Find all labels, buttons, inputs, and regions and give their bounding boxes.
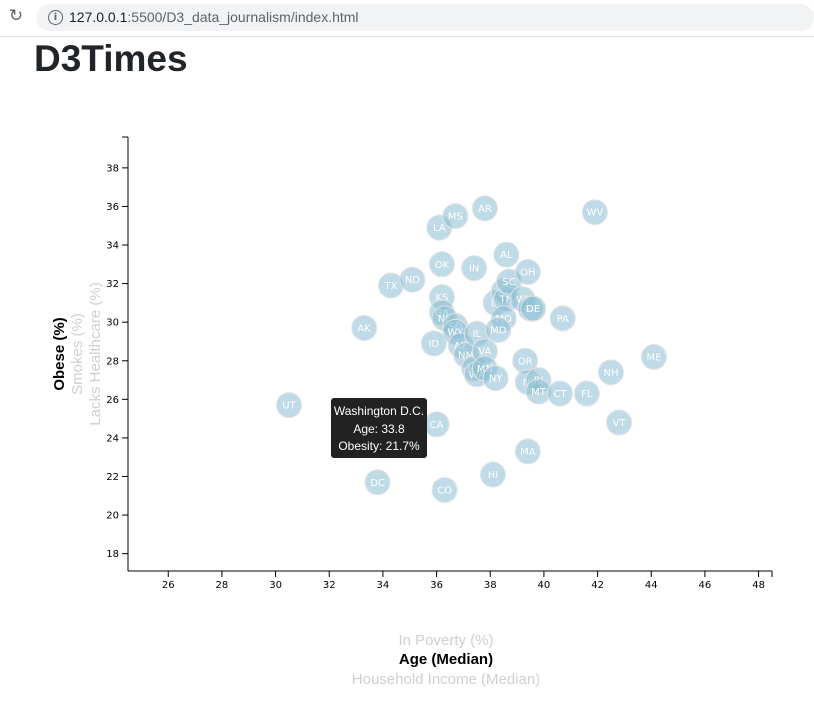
x-tick-label: 30 [269,580,282,591]
state-marker-dc[interactable] [364,469,391,496]
state-marker-ct[interactable] [547,380,574,407]
y-tick-label: 28 [106,356,119,367]
y-tick-label: 20 [106,511,119,522]
state-marker-id[interactable] [420,330,447,357]
url-host: 127.0.0.1 [69,9,128,25]
state-marker-ny[interactable] [482,365,509,392]
url-path: :5500/D3_data_journalism/index.html [127,9,359,25]
y-tick-label: 36 [106,202,119,213]
reload-icon[interactable]: ↻ [8,6,24,25]
state-marker-hi[interactable] [479,461,506,488]
x-tick-label: 40 [538,580,551,591]
x-tick-label: 44 [645,580,658,591]
x-axis-label-0[interactable]: In Poverty (%) [398,632,493,649]
y-tick-label: 24 [106,433,119,444]
x-axis-label-1[interactable]: Age (Median) [399,651,493,668]
state-marker-ok[interactable] [428,251,455,278]
y-tick-label: 38 [106,163,119,174]
tooltip-age: Age: 33.8 [353,421,405,436]
tooltip: Washington D.C. Age: 33.8 Obesity: 21.7% [331,398,427,458]
state-marker-de[interactable] [520,295,547,322]
state-marker-fl[interactable] [573,380,600,407]
state-marker-ma[interactable] [514,438,541,465]
x-axis-label-2[interactable]: Household Income (Median) [352,671,540,688]
address-bar[interactable]: i 127.0.0.1:5500/D3_data_journalism/inde… [36,4,814,31]
y-tick-label: 34 [106,241,119,252]
x-tick-label: 28 [216,580,229,591]
x-tick-label: 38 [484,580,497,591]
state-marker-nd[interactable] [399,266,426,293]
state-marker-co[interactable] [431,476,458,503]
y-axis-label-2[interactable]: Lacks Healthcare (%) [87,282,104,425]
x-tick-label: 34 [377,580,390,591]
state-marker-md[interactable] [485,316,512,343]
x-tick-label: 48 [752,580,765,591]
state-marker-me[interactable] [640,343,667,370]
x-tick-label: 42 [591,580,604,591]
state-marker-in[interactable] [461,255,488,282]
browser-toolbar: ↻ i 127.0.0.1:5500/D3_data_journalism/in… [0,0,814,37]
y-tick-label: 22 [106,472,119,483]
tooltip-state: Washington D.C. [333,404,425,418]
y-tick-label: 30 [106,318,119,329]
state-marker-ak[interactable] [351,314,378,341]
url-text[interactable]: 127.0.0.1:5500/D3_data_journalism/index.… [69,9,359,25]
page-title: D3Times [34,38,188,79]
x-tick-label: 46 [699,580,712,591]
y-tick-label: 32 [106,279,119,290]
state-marker-ms[interactable] [442,203,469,230]
x-tick-label: 26 [162,580,175,591]
state-marker-pa[interactable] [549,305,576,332]
info-icon[interactable]: i [48,10,63,25]
tooltip-obesity: Obesity: 21.7% [338,439,420,453]
x-tick-label: 36 [430,580,443,591]
state-marker-vt[interactable] [606,409,633,436]
y-tick-label: 26 [106,395,119,406]
state-marker-ca[interactable] [423,411,450,438]
state-marker-ar[interactable] [471,195,498,222]
state-marker-ut[interactable] [276,392,302,419]
state-marker-al[interactable] [493,241,520,268]
state-marker-tx[interactable] [377,272,404,299]
x-tick-label: 32 [323,580,336,591]
y-tick-label: 18 [106,549,119,560]
state-marker-oh[interactable] [514,259,541,286]
y-axis-label-0[interactable]: Obese (%) [51,317,68,390]
state-marker-nh[interactable] [598,359,624,386]
state-marker-wv[interactable] [581,199,608,226]
y-axis-label-1[interactable]: Smokes (%) [69,313,86,395]
